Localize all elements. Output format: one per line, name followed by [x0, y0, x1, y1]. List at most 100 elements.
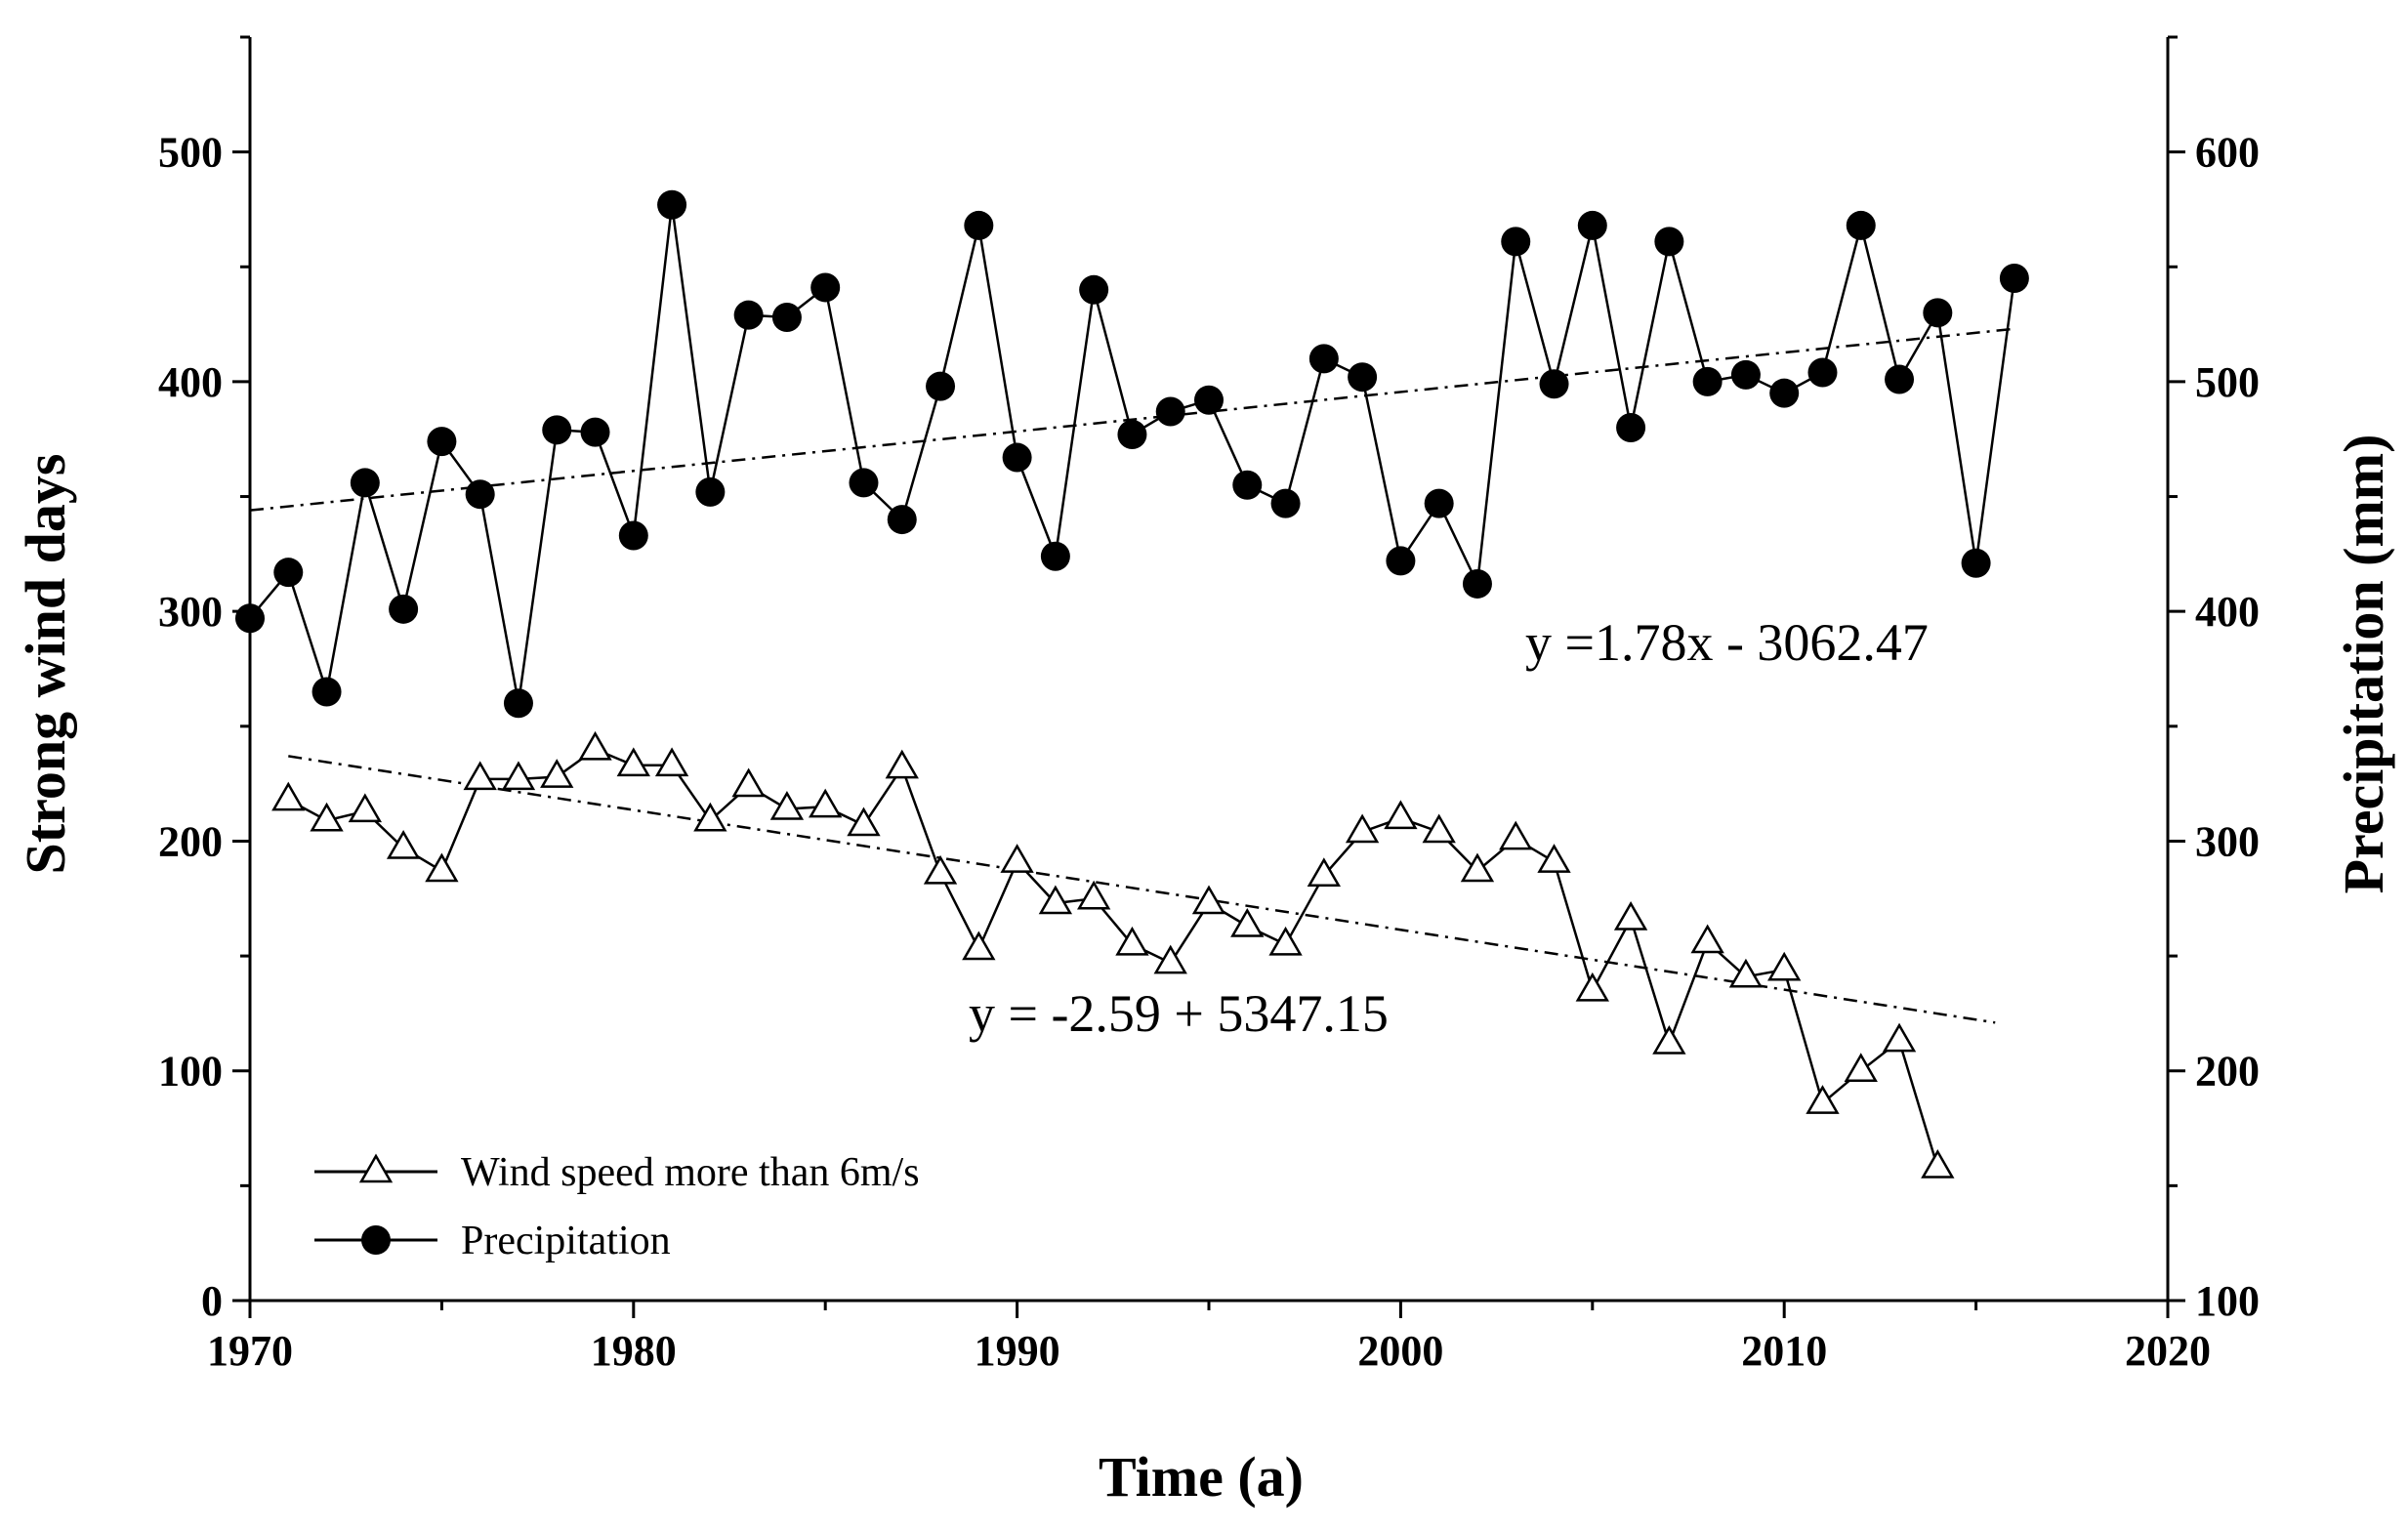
wind-point — [1499, 820, 1533, 850]
y-right-tick-label: 600 — [2195, 129, 2260, 177]
wind-point — [616, 747, 650, 777]
precipitation-point — [1155, 396, 1185, 427]
wind-point — [1384, 800, 1418, 830]
precipitation-point — [1040, 541, 1070, 571]
precipitation-point — [427, 427, 457, 457]
wind-point — [1882, 1022, 1917, 1053]
legend: Wind speed more than 6m/s Precipitation — [314, 1150, 920, 1263]
precipitation-point — [311, 677, 342, 707]
wind-point — [1268, 926, 1303, 956]
precipitation-point — [695, 476, 726, 507]
precipitation-point — [1654, 227, 1684, 257]
y-left-tick-label: 100 — [158, 1048, 223, 1096]
precipitation-point — [1961, 548, 1991, 578]
y-left-axis-title: Strong wind days — [14, 454, 77, 875]
wind-point — [1076, 880, 1111, 910]
wind-point — [1191, 885, 1226, 915]
wind-point — [1307, 857, 1342, 887]
wind-point — [501, 761, 536, 791]
wind-point — [1345, 813, 1380, 844]
precipitation-point — [1923, 298, 1953, 328]
precipitation-point — [1462, 568, 1492, 599]
wind-point — [1806, 1085, 1840, 1114]
precipitation-point — [1999, 264, 2029, 294]
precipitation-point — [503, 688, 533, 719]
x-tick-label: 1970 — [207, 1327, 293, 1375]
y-left-tick-label: 500 — [158, 129, 223, 177]
precipitation-point — [1807, 357, 1838, 388]
wind-point — [693, 802, 727, 832]
wind-point — [809, 788, 843, 818]
precipitation-point — [1270, 488, 1301, 518]
y-right-tick-label: 200 — [2195, 1048, 2260, 1096]
precipitation-point — [618, 520, 648, 551]
wind-series-line — [287, 747, 1939, 1168]
precipitation-point — [1616, 412, 1646, 442]
wind-point — [310, 802, 344, 832]
wind-point — [463, 761, 497, 791]
precipitation-trend-equation: y =1.78x - 3062.47 — [1525, 613, 1929, 672]
y-left-tick-label: 300 — [158, 588, 223, 636]
precipitation-point — [542, 415, 572, 445]
wind-point — [1575, 972, 1609, 1002]
precipitation-point — [235, 603, 265, 634]
wind-point — [1690, 924, 1724, 954]
precipitation-point — [657, 189, 687, 220]
precipitation-point — [1846, 210, 1876, 240]
precipitation-point — [1539, 369, 1569, 399]
x-tick-label: 2000 — [1357, 1327, 1443, 1375]
y-left-tick-label: 400 — [158, 358, 223, 406]
wind-point — [1230, 908, 1265, 937]
wind-point — [962, 931, 996, 961]
wind-point — [1038, 885, 1073, 915]
legend-wind-marker — [358, 1153, 394, 1183]
precipitation-point — [1885, 364, 1915, 394]
y-right-tick-label: 300 — [2195, 817, 2260, 865]
wind-point — [1422, 813, 1456, 844]
wind-point — [540, 759, 574, 788]
wind-point — [578, 730, 612, 761]
wind-point — [1652, 1024, 1686, 1055]
x-axis-title: Time (a) — [1099, 1445, 1304, 1509]
y-right-tick-label: 100 — [2195, 1277, 2260, 1325]
wind-point — [885, 749, 919, 779]
data-series — [235, 189, 2029, 1179]
precipitation-point — [580, 417, 610, 447]
precipitation-point — [1386, 546, 1416, 576]
precipitation-point — [350, 468, 380, 498]
precipitation-point — [1769, 378, 1800, 408]
precipitation-point — [465, 479, 495, 510]
precipitation-point — [1232, 470, 1263, 500]
precipitation-point — [1577, 210, 1607, 240]
x-tick-label: 2010 — [1741, 1327, 1827, 1375]
wind-point — [1153, 944, 1187, 974]
precipitation-point — [389, 594, 419, 624]
wind-point — [1115, 926, 1149, 956]
wind-point — [1613, 900, 1648, 931]
precipitation-trend-line — [249, 327, 2015, 512]
wind-point — [348, 793, 383, 823]
precipitation-point — [964, 210, 994, 240]
wind-point — [1844, 1053, 1878, 1082]
precipitation-point — [1117, 420, 1147, 450]
wind-point — [847, 807, 881, 837]
precipitation-point — [1730, 359, 1761, 390]
wind-point — [769, 791, 805, 820]
precipitation-point — [1424, 488, 1454, 518]
y-left-tick-label: 200 — [158, 817, 223, 865]
wind-point — [654, 747, 689, 777]
wind-point — [1537, 844, 1571, 873]
trend-lines — [249, 327, 2015, 1024]
precipitation-point — [1308, 344, 1339, 374]
precipitation-point — [1348, 362, 1378, 393]
precipitation-point — [1501, 227, 1531, 257]
precipitation-point — [1002, 442, 1032, 473]
precipitation-point — [810, 272, 841, 303]
y-right-tick-label: 500 — [2195, 358, 2260, 406]
axis-ticks — [232, 35, 2185, 1318]
precipitation-point — [1692, 366, 1723, 396]
wind-point — [1460, 852, 1495, 883]
y-right-axis-title: Precipitation (mm) — [2332, 434, 2395, 894]
wind-point — [386, 830, 421, 859]
